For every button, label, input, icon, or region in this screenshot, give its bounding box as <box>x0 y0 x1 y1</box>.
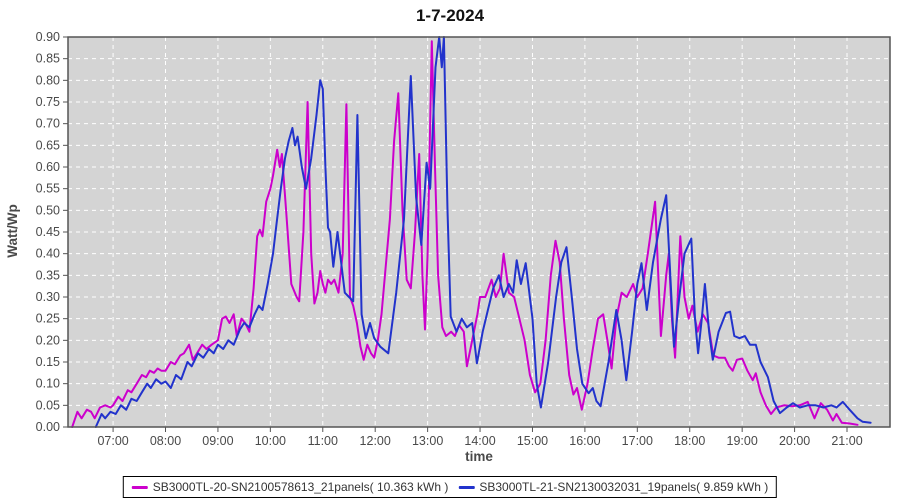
x-tick-label: 21:00 <box>831 434 862 448</box>
x-tick-label: 16:00 <box>569 434 600 448</box>
y-tick-label: 0.60 <box>36 160 60 174</box>
x-tick-label: 14:00 <box>464 434 495 448</box>
x-tick-label: 08:00 <box>150 434 181 448</box>
x-tick-label: 07:00 <box>97 434 128 448</box>
legend: SB3000TL-20-SN2100578613_21panels( 10.36… <box>122 476 778 498</box>
series2-line-swatch <box>458 485 475 489</box>
legend-label-series2: SB3000TL-21-SN2130032031_19panels( 9.859… <box>479 480 769 494</box>
y-tick-label: 0.55 <box>36 182 60 196</box>
y-tick-label: 0.85 <box>36 52 60 66</box>
legend-item-series1: SB3000TL-20-SN2100578613_21panels( 10.36… <box>131 479 449 495</box>
y-tick-label: 0.20 <box>36 333 60 347</box>
series-line-1 <box>71 40 859 428</box>
chart-title: 1-7-2024 <box>416 6 485 25</box>
x-tick-label: 18:00 <box>674 434 705 448</box>
legend-label-series1: SB3000TL-20-SN2100578613_21panels( 10.36… <box>152 480 449 494</box>
y-tick-label: 0.90 <box>36 30 60 44</box>
y-tick-label: 0.70 <box>36 117 60 131</box>
x-tick-label: 11:00 <box>308 434 338 448</box>
x-tick-label: 17:00 <box>622 434 653 448</box>
y-tick-label: 0.50 <box>36 203 60 217</box>
y-tick-label: 0.15 <box>36 355 60 369</box>
x-tick-label: 12:00 <box>360 434 391 448</box>
y-tick-label: 0.35 <box>36 268 60 282</box>
y-tick-label: 0.75 <box>36 95 60 109</box>
x-axis-title: time <box>465 449 493 464</box>
y-tick-label: 0.25 <box>36 312 60 326</box>
y-tick-label: 0.05 <box>36 398 60 412</box>
x-tick-label: 15:00 <box>517 434 548 448</box>
y-tick-label: 0.10 <box>36 377 60 391</box>
y-tick-label: 0.65 <box>36 138 60 152</box>
y-tick-label: 0.00 <box>36 420 60 434</box>
y-tick-label: 0.45 <box>36 225 60 239</box>
x-tick-label: 20:00 <box>779 434 810 448</box>
chart-canvas: 1-7-2024 Watt/Wp time 0.00 0.05 0.10 0.15 0.… <box>5 6 891 464</box>
plot-border <box>67 36 891 428</box>
x-tick-label: 19:00 <box>727 434 758 448</box>
legend-item-series2: SB3000TL-21-SN2130032031_19panels( 9.859… <box>458 479 768 495</box>
y-axis-title: Watt/Wp <box>5 204 20 257</box>
y-tick-label: 0.40 <box>36 247 60 261</box>
y-tick-label: 0.80 <box>36 73 60 87</box>
x-tick-label: 13:00 <box>412 434 443 448</box>
series1-line-swatch <box>131 485 148 489</box>
x-tick-label: 10:00 <box>255 434 286 448</box>
series-line-2 <box>94 36 872 428</box>
y-tick-label: 0.30 <box>36 290 60 304</box>
x-tick-label: 09:00 <box>202 434 233 448</box>
